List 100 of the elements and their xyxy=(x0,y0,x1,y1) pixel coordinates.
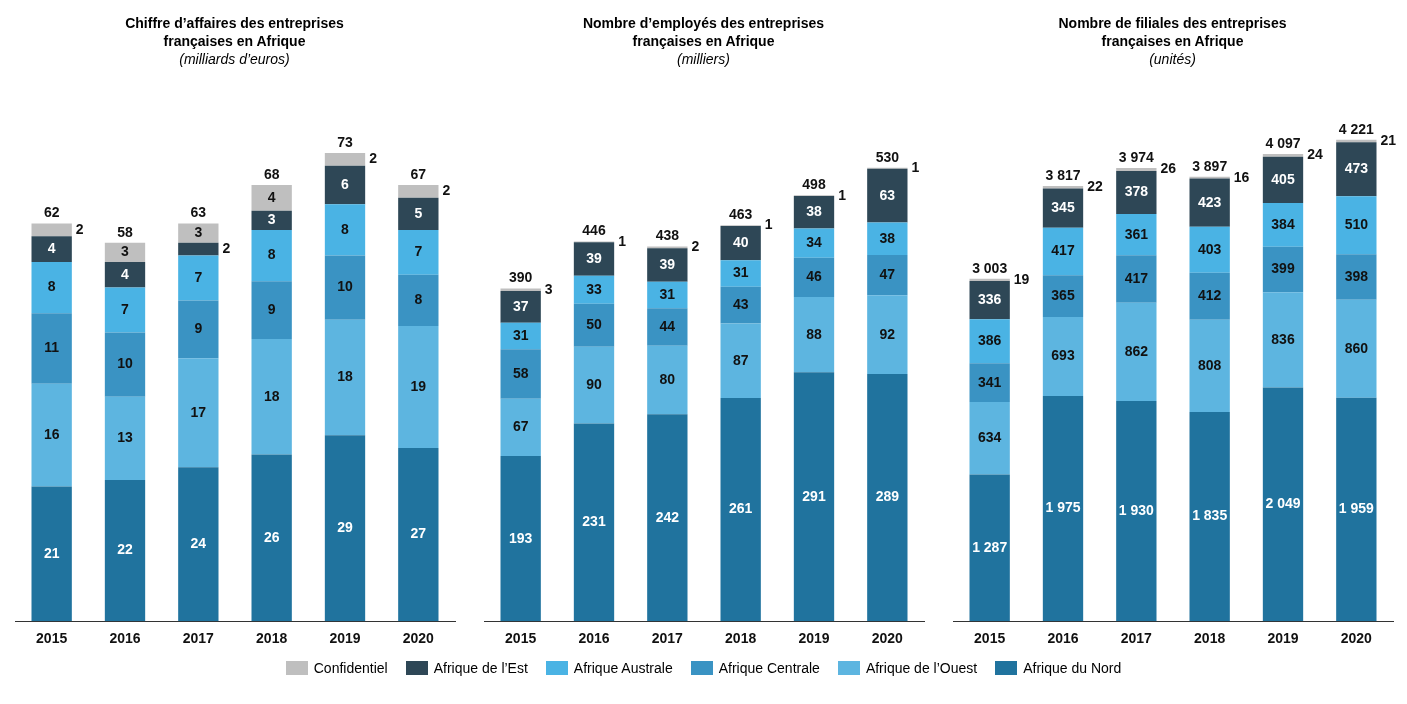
data-label: 37 xyxy=(512,297,529,314)
data-label: 39 xyxy=(659,255,675,272)
bar xyxy=(397,326,438,448)
bar xyxy=(1262,292,1303,388)
bar xyxy=(866,222,907,256)
bar xyxy=(1042,395,1083,622)
data-label: 22 xyxy=(116,541,133,558)
bar xyxy=(500,291,541,323)
bar xyxy=(104,396,145,481)
data-label: 361 xyxy=(1124,225,1148,242)
x-tick-label: 2017 xyxy=(651,630,683,647)
total-label: 390 xyxy=(508,269,533,286)
data-label: 386 xyxy=(977,332,1002,349)
data-label: 2 xyxy=(222,239,230,256)
x-tick-label: 2018 xyxy=(1193,630,1225,647)
data-label: 63 xyxy=(879,186,895,203)
bar xyxy=(1189,411,1230,622)
total-label: 498 xyxy=(801,176,826,193)
bar xyxy=(104,261,145,288)
data-label: 693 xyxy=(1050,347,1075,364)
data-label: 473 xyxy=(1344,160,1368,177)
x-tick-label: 2016 xyxy=(108,630,141,647)
data-label: 1 xyxy=(911,159,919,176)
data-label: 2 xyxy=(442,182,450,199)
data-label: 5 xyxy=(413,204,422,221)
bar xyxy=(1335,254,1376,300)
data-label: 22 xyxy=(1086,178,1103,195)
data-label: 67 xyxy=(512,418,529,435)
data-label: 24 xyxy=(1306,146,1323,163)
data-label: 58 xyxy=(512,364,529,381)
bar xyxy=(31,383,72,487)
x-tick-label: 2019 xyxy=(328,630,361,647)
data-label: 80 xyxy=(659,370,675,387)
bar xyxy=(1115,255,1156,303)
bar xyxy=(177,467,218,622)
data-label: 6 xyxy=(340,175,349,192)
data-label: 341 xyxy=(977,373,1002,390)
bar xyxy=(646,281,687,309)
data-label: 38 xyxy=(805,203,822,220)
data-label: 417 xyxy=(1050,242,1075,259)
bar xyxy=(1189,178,1230,227)
data-label: 289 xyxy=(875,488,899,505)
x-tick-label: 2015 xyxy=(504,630,536,647)
bar xyxy=(1189,272,1230,320)
bar xyxy=(720,260,761,287)
bar xyxy=(1262,387,1303,622)
bar xyxy=(397,274,438,327)
data-label: 412 xyxy=(1197,287,1222,304)
chart-title: Nombre d’employés des entreprises françaises en Afrique xyxy=(581,14,826,50)
data-label: 1 835 xyxy=(1191,507,1227,524)
bar xyxy=(31,261,72,314)
data-label: 92 xyxy=(879,325,895,342)
bar xyxy=(969,278,1010,281)
total-label: 3 974 xyxy=(1118,148,1154,165)
data-label: 18 xyxy=(263,387,280,404)
data-label: 836 xyxy=(1270,330,1295,347)
bar xyxy=(397,448,438,622)
data-label: 1 xyxy=(764,216,773,233)
data-label: 10 xyxy=(336,278,353,295)
data-label: 87 xyxy=(732,351,749,368)
bar xyxy=(720,323,761,398)
chart-subtitle: (milliers) xyxy=(677,50,730,68)
data-label: 365 xyxy=(1050,286,1075,303)
bar xyxy=(646,308,687,346)
bar xyxy=(251,281,292,339)
data-label: 291 xyxy=(801,487,826,504)
bar xyxy=(177,242,218,256)
x-tick-label: 2017 xyxy=(1120,630,1152,647)
bar xyxy=(251,210,292,230)
bar xyxy=(969,402,1010,475)
data-label: 3 xyxy=(544,280,553,297)
bar xyxy=(720,286,761,324)
bar xyxy=(793,228,834,258)
chart-subtitle: (milliards d’euros) xyxy=(179,50,290,68)
legend-label: Afrique de l’Est xyxy=(433,660,528,676)
bar xyxy=(1262,202,1303,247)
x-tick-label: 2017 xyxy=(182,630,214,647)
data-label: 16 xyxy=(1233,168,1250,185)
bar xyxy=(866,168,907,223)
bar xyxy=(573,303,614,347)
bar xyxy=(324,255,365,320)
bar xyxy=(1115,167,1156,171)
data-label: 13 xyxy=(116,429,133,446)
bar xyxy=(1335,299,1376,398)
data-label: 399 xyxy=(1270,260,1295,277)
data-label: 860 xyxy=(1344,339,1368,356)
bar xyxy=(793,196,834,229)
legend-label: Afrique Centrale xyxy=(718,660,820,676)
data-label: 29 xyxy=(336,519,353,536)
data-label: 90 xyxy=(585,375,602,392)
data-label: 862 xyxy=(1124,342,1148,359)
bar xyxy=(104,480,145,622)
data-label: 40 xyxy=(732,234,749,250)
bar xyxy=(969,363,1010,403)
bar xyxy=(720,226,761,261)
bar xyxy=(1042,227,1083,276)
bar xyxy=(793,297,834,373)
bar xyxy=(573,346,614,424)
bar xyxy=(177,358,218,468)
data-label: 2 xyxy=(691,238,699,255)
